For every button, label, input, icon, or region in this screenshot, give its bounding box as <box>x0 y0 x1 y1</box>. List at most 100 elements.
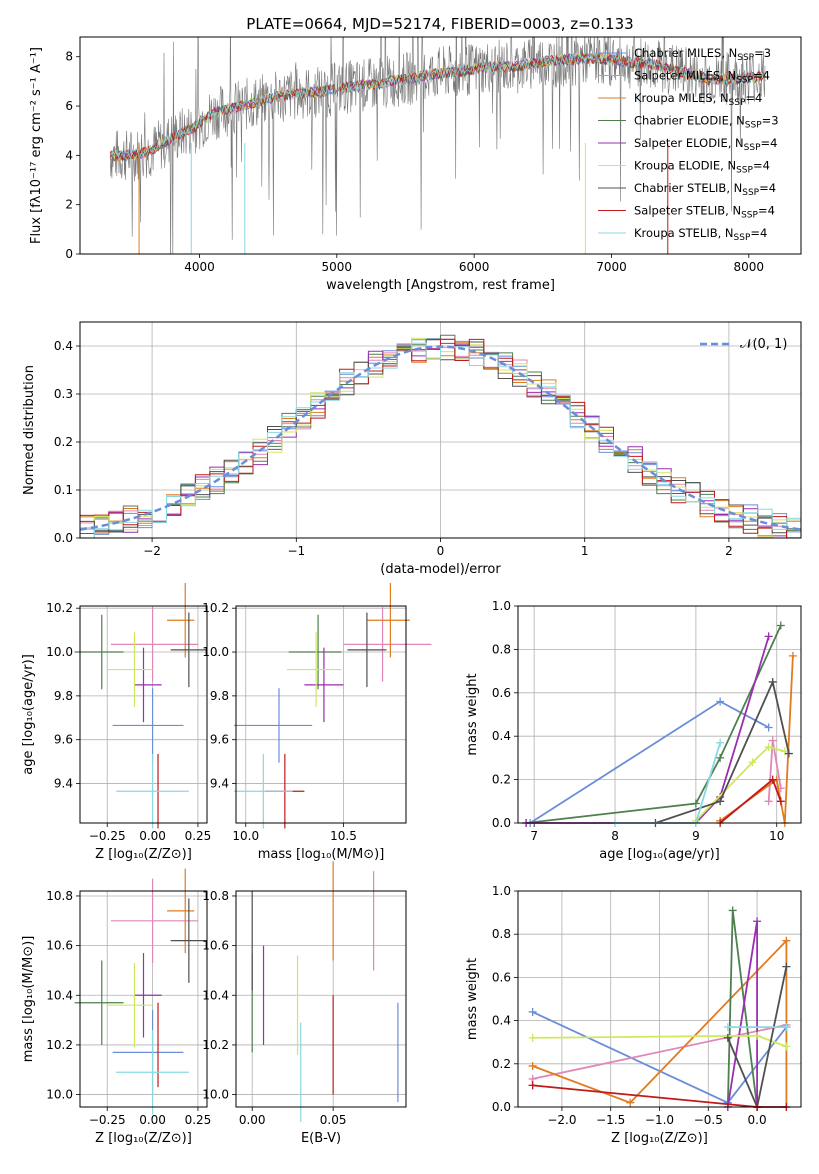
weight-marker-salpeter_stelib <box>776 797 785 806</box>
x-axis-label: Z [log₁₀(Z/Z⊙)] <box>95 847 192 862</box>
x-tick-label: 2 <box>725 544 733 558</box>
weight-marker-salpeter_miles <box>764 797 773 806</box>
x-tick-label: 7000 <box>596 260 627 274</box>
weight-marker-chabrier_elodie <box>728 906 737 915</box>
x-tick-label: 6000 <box>459 260 490 274</box>
x-tick-label: −0.5 <box>694 1113 723 1127</box>
weight-line-kroupa_miles <box>719 655 794 824</box>
x-tick-label: 0 <box>437 544 445 558</box>
y-tick-label: 10.0 <box>202 1088 229 1102</box>
y-tick-label: 10.2 <box>202 1038 229 1052</box>
y-tick-label: 9.4 <box>54 777 73 791</box>
weight-marker-chabrier_miles <box>528 1007 537 1016</box>
weight-marker-kroupa_stelib <box>782 1023 791 1032</box>
weight-marker-chabrier_miles <box>716 697 725 706</box>
x-tick-label: 0.25 <box>185 1113 212 1127</box>
weight-marker-kroupa_stelib <box>723 1023 732 1032</box>
y-tick-label: 9.8 <box>54 689 73 703</box>
weight-marker-kroupa_elodie <box>748 758 757 767</box>
y-tick-label: 1.0 <box>492 599 511 613</box>
weight-line-chabrier_miles <box>529 700 770 824</box>
x-tick-label: 0.00 <box>239 1113 266 1127</box>
weight-marker-salpeter_stelib <box>768 775 777 784</box>
plot-area <box>234 582 432 829</box>
weight-marker-chabrier_stelib <box>723 1033 732 1042</box>
legend-label: Kroupa MILES, NSSP=4 <box>634 91 762 108</box>
chart-panel-weight-vs-Z: −2.0 −1.5 −1.0 −0.5 0.0 0.0 0.2 0.4 0.6 0.8 1.0 Z [… <box>465 884 802 1146</box>
y-tick-label: 4 <box>65 148 73 162</box>
weight-marker-chabrier_elodie <box>776 621 785 630</box>
weight-marker-chabrier_elodie <box>691 799 700 808</box>
legend-label: Salpeter MILES, NSSP=4 <box>634 69 770 86</box>
weight-marker-chabrier_stelib <box>782 962 791 971</box>
x-tick-label: 0.00 <box>139 829 166 843</box>
legend-label: Chabrier MILES, NSSP=3 <box>634 46 771 63</box>
weight-marker-chabrier_stelib <box>768 677 777 686</box>
x-axis-label: E(B-V) <box>301 1131 341 1146</box>
weight-marker-kroupa_miles <box>788 651 797 660</box>
x-tick-label: 4000 <box>184 260 215 274</box>
plot-area <box>109 37 766 254</box>
y-tick-label: 10.4 <box>46 988 73 1002</box>
x-tick-label: −0.25 <box>89 829 126 843</box>
x-tick-label: 0.00 <box>139 1113 166 1127</box>
y-tick-label: 9.6 <box>210 733 229 747</box>
weight-marker-salpeter_elodie <box>753 917 762 926</box>
y-tick-label: 0.1 <box>54 483 73 497</box>
y-tick-label: 0.6 <box>492 686 511 700</box>
x-tick-label: 8000 <box>734 260 765 274</box>
x-axis-label: Z [log₁₀(Z/Z⊙)] <box>611 1131 708 1146</box>
y-tick-label: 10.0 <box>46 645 73 659</box>
y-tick-label: 10.2 <box>46 601 73 615</box>
x-tick-label: 8 <box>611 829 619 843</box>
y-tick-label: 1.0 <box>492 884 511 898</box>
x-tick-label: 0.0 <box>748 1113 767 1127</box>
weight-marker-kroupa_elodie <box>528 1033 537 1042</box>
weight-line-chabrier_stelib <box>655 679 790 824</box>
chart-panel-mass-vs-EBV: 0.00 0.05 10.0 10.2 10.4 10.6 10.8 E(B-V) <box>202 861 407 1146</box>
x-tick-label: −2.0 <box>547 1113 576 1127</box>
weight-marker-chabrier_stelib <box>784 749 793 758</box>
legend-label: Kroupa STELIB, NSSP=4 <box>634 226 767 243</box>
legend-label: Salpeter ELODIE, NSSP=4 <box>634 136 777 153</box>
y-tick-label: 10.6 <box>202 939 229 953</box>
axes-frame <box>517 890 802 1108</box>
y-tick-label: 10.2 <box>46 1038 73 1052</box>
chart-panel-age-vs-mass: 10.0 10.5 9.4 9.6 9.8 10.0 10.2 mass [log₁₀(M/M… <box>202 582 432 862</box>
y-tick-label: 10.0 <box>46 1088 73 1102</box>
y-tick-label: 9.8 <box>210 689 229 703</box>
y-tick-label: 10.6 <box>46 939 73 953</box>
normal-curve-line <box>80 345 801 531</box>
y-tick-label: 10.8 <box>202 889 229 903</box>
legend-label: Salpeter STELIB, NSSP=4 <box>634 204 775 221</box>
y-tick-label: 8 <box>65 50 73 64</box>
y-tick-label: 0.4 <box>54 339 73 353</box>
weight-marker-kroupa_miles <box>528 1061 537 1070</box>
weight-marker-kroupa_stelib <box>716 738 725 747</box>
plot-area <box>522 621 797 827</box>
x-tick-label: 0.05 <box>320 1113 347 1127</box>
x-tick-label: 1 <box>581 544 589 558</box>
x-tick-label: 0.25 <box>185 829 212 843</box>
weight-marker-kroupa_elodie <box>782 1042 791 1051</box>
weight-marker-chabrier_elodie <box>716 753 725 762</box>
y-axis-label: mass weight <box>465 958 480 1040</box>
weight-marker-chabrier_stelib <box>716 797 725 806</box>
y-tick-label: 0.2 <box>54 435 73 449</box>
x-tick-label: −2 <box>143 544 161 558</box>
x-axis-label: (data-model)/error <box>380 562 501 577</box>
y-tick-label: 9.4 <box>210 777 229 791</box>
y-tick-label: 9.6 <box>54 733 73 747</box>
chart-panel-age-vs-Z: −0.25 0.00 0.25 9.4 9.6 9.8 10.0 10.2 Z [log₁₀(Z… <box>21 582 212 862</box>
plot-area <box>80 334 801 538</box>
axes-frame <box>235 890 407 1108</box>
plot-area <box>74 582 207 829</box>
axes-frame <box>79 890 208 1108</box>
x-tick-label: 7 <box>530 829 538 843</box>
y-tick-label: 0.2 <box>492 773 511 787</box>
y-tick-label: 10.4 <box>202 988 229 1002</box>
y-tick-label: 0.8 <box>492 927 511 941</box>
chart-panel-weight-vs-age: 7 8 9 10 0.0 0.2 0.4 0.6 0.8 1.0 age [log₁₀(age/yr… <box>465 599 802 862</box>
x-tick-label: 10 <box>769 829 784 843</box>
weight-marker-salpeter_miles <box>768 736 777 745</box>
